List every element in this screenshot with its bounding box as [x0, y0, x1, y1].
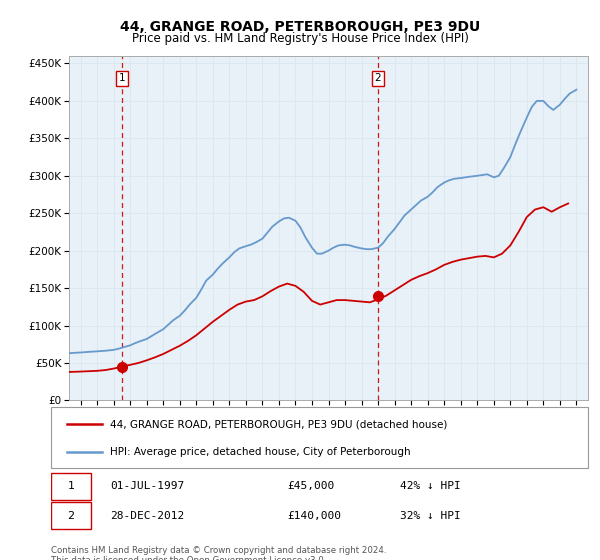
Text: 2: 2: [374, 73, 381, 83]
Text: 28-DEC-2012: 28-DEC-2012: [110, 511, 184, 521]
Text: 2: 2: [68, 511, 75, 521]
Text: HPI: Average price, detached house, City of Peterborough: HPI: Average price, detached house, City…: [110, 447, 410, 458]
Text: 44, GRANGE ROAD, PETERBOROUGH, PE3 9DU (detached house): 44, GRANGE ROAD, PETERBOROUGH, PE3 9DU (…: [110, 419, 448, 429]
Text: Contains HM Land Registry data © Crown copyright and database right 2024.
This d: Contains HM Land Registry data © Crown c…: [51, 546, 386, 560]
FancyBboxPatch shape: [51, 407, 588, 468]
FancyBboxPatch shape: [51, 502, 91, 529]
Text: 1: 1: [68, 482, 74, 491]
Text: £140,000: £140,000: [287, 511, 341, 521]
Text: 32% ↓ HPI: 32% ↓ HPI: [400, 511, 461, 521]
Text: £45,000: £45,000: [287, 482, 335, 491]
Text: 01-JUL-1997: 01-JUL-1997: [110, 482, 184, 491]
Text: 1: 1: [119, 73, 125, 83]
FancyBboxPatch shape: [51, 473, 91, 500]
Text: 44, GRANGE ROAD, PETERBOROUGH, PE3 9DU: 44, GRANGE ROAD, PETERBOROUGH, PE3 9DU: [120, 20, 480, 34]
Text: Price paid vs. HM Land Registry's House Price Index (HPI): Price paid vs. HM Land Registry's House …: [131, 32, 469, 45]
Text: 42% ↓ HPI: 42% ↓ HPI: [400, 482, 461, 491]
